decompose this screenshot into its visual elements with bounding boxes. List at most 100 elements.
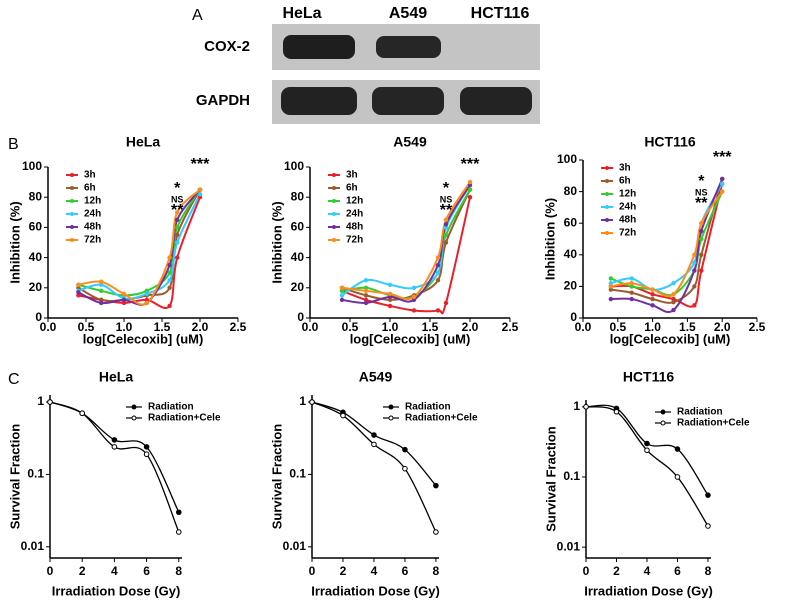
y-tick-label: 0.01: [21, 539, 45, 553]
data-point: [411, 297, 417, 303]
data-point: [699, 221, 704, 226]
legend-swatch: [131, 415, 137, 421]
x-tick-label: 6: [402, 564, 409, 578]
y-tick-label: 20: [29, 280, 43, 294]
y-axis-label: Survival Fraction: [7, 424, 22, 530]
y-axis-label: Inhibition (%): [542, 198, 557, 280]
y-tick-label: 20: [564, 279, 578, 293]
x-tick-label: 0: [309, 564, 316, 578]
data-point: [363, 288, 369, 294]
y-tick-label: 100: [557, 152, 577, 166]
x-tick-label: 2.0: [462, 320, 479, 334]
y-tick-label: 40: [564, 247, 578, 261]
x-tick-label: 6: [674, 564, 681, 578]
data-point: [411, 294, 417, 300]
blot-column-label: A549: [389, 5, 427, 22]
data-point: [144, 300, 149, 306]
data-point: [363, 285, 369, 290]
y-tick-label: 20: [291, 280, 305, 294]
data-point: [76, 290, 81, 295]
data-point: [699, 268, 704, 273]
data-point: [644, 440, 650, 447]
x-tick-label: 1.5: [422, 320, 439, 334]
data-point: [79, 410, 85, 417]
x-tick-label: 1.5: [154, 320, 171, 334]
legend-swatch: [332, 199, 336, 203]
data-point: [720, 181, 725, 186]
legend-label: Radiation+Cele: [677, 418, 750, 429]
data-point: [435, 262, 441, 268]
y-tick-label: 1: [37, 394, 44, 408]
legend-label: 48h: [84, 222, 101, 233]
legend-label: 6h: [346, 183, 358, 194]
data-point: [47, 399, 53, 405]
legend-swatch: [605, 205, 609, 209]
y-tick-label: 40: [29, 250, 43, 264]
x-tick-label: 2: [340, 564, 347, 578]
data-point: [309, 399, 315, 405]
legend-label: 48h: [346, 222, 363, 233]
y-tick-label: 0: [35, 310, 42, 324]
data-point: [121, 300, 127, 306]
legend-label: 12h: [84, 196, 101, 207]
legend-label: 72h: [84, 235, 101, 246]
data-point: [402, 465, 408, 472]
chart: HeLa log[Celecoxib] (uM) Inhibition (%) 0.0…: [7, 134, 246, 347]
panel-label: C: [8, 371, 20, 388]
legend-swatch: [332, 238, 336, 242]
chart: A549 log[Celecoxib] (uM) Inhibition (%) 0.0…: [269, 134, 518, 347]
data-point: [629, 276, 634, 281]
blot-row-label: COX-2: [204, 38, 250, 55]
y-tick-label: 0: [297, 310, 304, 324]
x-tick-label: 1.0: [644, 320, 661, 334]
x-tick-label: 2: [79, 564, 86, 578]
data-point: [111, 444, 118, 450]
x-tick-label: 0.0: [40, 320, 57, 334]
legend-swatch: [70, 173, 74, 177]
blot-band: [372, 87, 444, 115]
chart: HCT116 Irradiation Dose (Gy) Survival Frac…: [543, 369, 750, 599]
y-axis-label: Inhibition (%): [7, 201, 22, 283]
legend-swatch: [332, 212, 336, 216]
data-point: [144, 291, 149, 297]
data-point: [692, 252, 697, 257]
blot-row-label: GAPDH: [196, 92, 250, 109]
data-point: [629, 284, 634, 289]
legend-swatch: [605, 166, 609, 170]
x-tick-label: 2.5: [230, 320, 247, 334]
data-point: [583, 403, 589, 410]
annotation: ***: [713, 149, 732, 166]
data-point: [613, 408, 620, 415]
y-tick-label: 0.1: [289, 467, 306, 481]
x-tick-label: 4: [644, 564, 651, 578]
chart-title: HCT116: [644, 134, 696, 150]
chart-title: HeLa: [99, 369, 133, 385]
legend-swatch: [388, 404, 394, 410]
data-point: [175, 529, 182, 535]
legend-label: Radiation+Cele: [148, 413, 221, 424]
legend-label: 72h: [346, 235, 363, 246]
data-point: [339, 288, 345, 294]
data-point: [671, 296, 676, 302]
legend-swatch: [70, 238, 74, 242]
legend-swatch: [605, 218, 609, 222]
data-point: [705, 492, 711, 498]
panel-label: B: [8, 136, 19, 153]
data-point: [167, 270, 172, 275]
x-tick-label: 8: [705, 564, 712, 578]
legend-swatch: [70, 212, 74, 216]
data-point: [435, 270, 441, 275]
data-point: [433, 529, 439, 535]
data-point: [608, 276, 614, 281]
data-point: [467, 182, 473, 188]
y-tick-label: 80: [291, 189, 305, 203]
legend-label: Radiation+Cele: [405, 413, 478, 424]
chart-title: HCT116: [623, 369, 675, 385]
blot-band: [460, 87, 532, 115]
data-point: [197, 191, 203, 197]
x-tick-label: 2.0: [714, 320, 731, 334]
legend-label: 24h: [346, 209, 363, 220]
data-point: [433, 482, 439, 489]
